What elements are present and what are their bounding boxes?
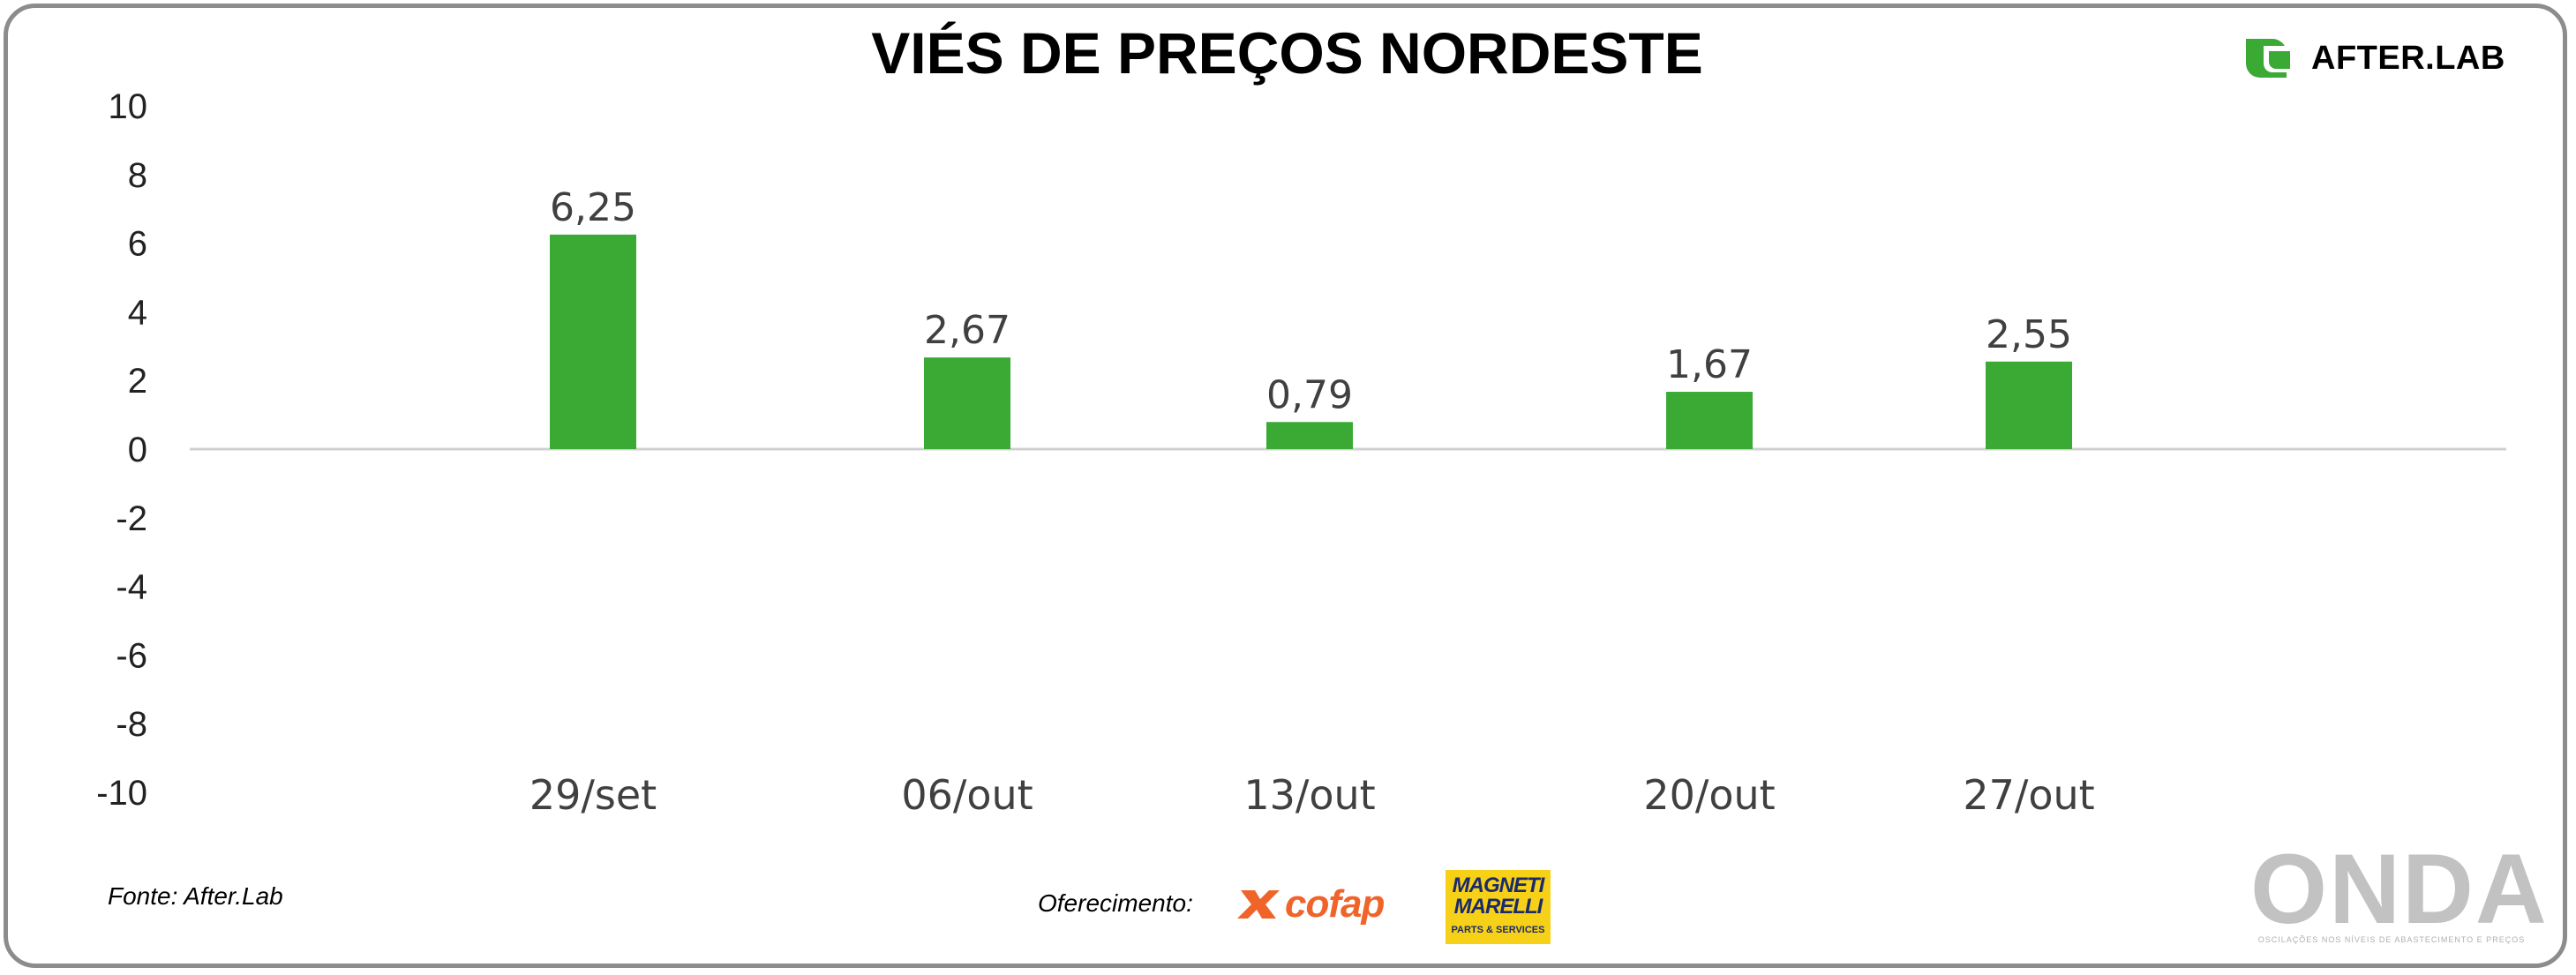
- data-label: 1,67: [1666, 342, 1753, 387]
- onda-wordmark: ONDA: [2250, 834, 2549, 944]
- onda-watermark: ONDA OSCILAÇÕES NOS NÍVEIS DE ABASTECIME…: [2250, 834, 2549, 945]
- x-tick-label: 29/set: [529, 771, 657, 819]
- y-tick-label: -4: [116, 568, 147, 607]
- chart-frame: [4, 4, 2567, 968]
- chart-title-wrap: VIÉS DE PREÇOS NORDESTE: [0, 19, 2576, 86]
- bar: [550, 234, 636, 449]
- chart-title: VIÉS DE PREÇOS NORDESTE: [871, 20, 1703, 86]
- data-label: 2,67: [924, 308, 1010, 353]
- x-tick-label: 13/out: [1243, 771, 1375, 819]
- y-tick-label: -2: [116, 499, 147, 538]
- cofap-wordmark: cofap: [1285, 882, 1385, 926]
- y-tick-label: -8: [116, 705, 147, 744]
- y-tick-label: 2: [128, 362, 147, 401]
- brand-name: AFTER.LAB: [2311, 39, 2505, 77]
- onda-tagline: OSCILAÇÕES NOS NÍVEIS DE ABASTECIMENTO E…: [2257, 935, 2526, 944]
- data-label: 2,55: [1986, 312, 2072, 357]
- bar: [1666, 392, 1753, 449]
- data-label: 6,25: [550, 185, 636, 230]
- data-label: 0,79: [1266, 372, 1353, 417]
- x-tick-label: 06/out: [901, 771, 1033, 819]
- y-tick-label: -10: [96, 774, 147, 813]
- magneti-wordmark-bottom: MARELLI: [1453, 895, 1543, 919]
- bar: [924, 357, 1010, 449]
- magneti-subtitle: PARTS & SERVICES: [1451, 925, 1545, 935]
- x-tick-label: 20/out: [1643, 771, 1775, 819]
- x-tick-label: 27/out: [1963, 771, 2094, 819]
- magneti-marelli-logo: MAGNETI MARELLI PARTS & SERVICES: [1446, 870, 1551, 944]
- source-footnote: Fonte: After.Lab: [108, 882, 283, 910]
- y-tick-label: 6: [128, 225, 147, 264]
- cofap-x-icon: [1237, 890, 1280, 919]
- bar: [1986, 361, 2072, 449]
- magneti-wordmark-top: MAGNETI: [1452, 874, 1545, 897]
- afterlab-logo-icon: [2246, 39, 2297, 78]
- y-tick-label: 4: [128, 293, 147, 332]
- y-tick-label: 10: [109, 87, 148, 126]
- sponsor-label: Oferecimento:: [1038, 889, 1193, 917]
- y-tick-label: 8: [128, 156, 147, 195]
- brand-logo: AFTER.LAB: [2237, 32, 2505, 85]
- bar: [1266, 422, 1353, 449]
- y-tick-label: 0: [128, 431, 147, 469]
- y-tick-label: -6: [116, 636, 147, 675]
- cofap-logo: cofap: [1235, 882, 1385, 926]
